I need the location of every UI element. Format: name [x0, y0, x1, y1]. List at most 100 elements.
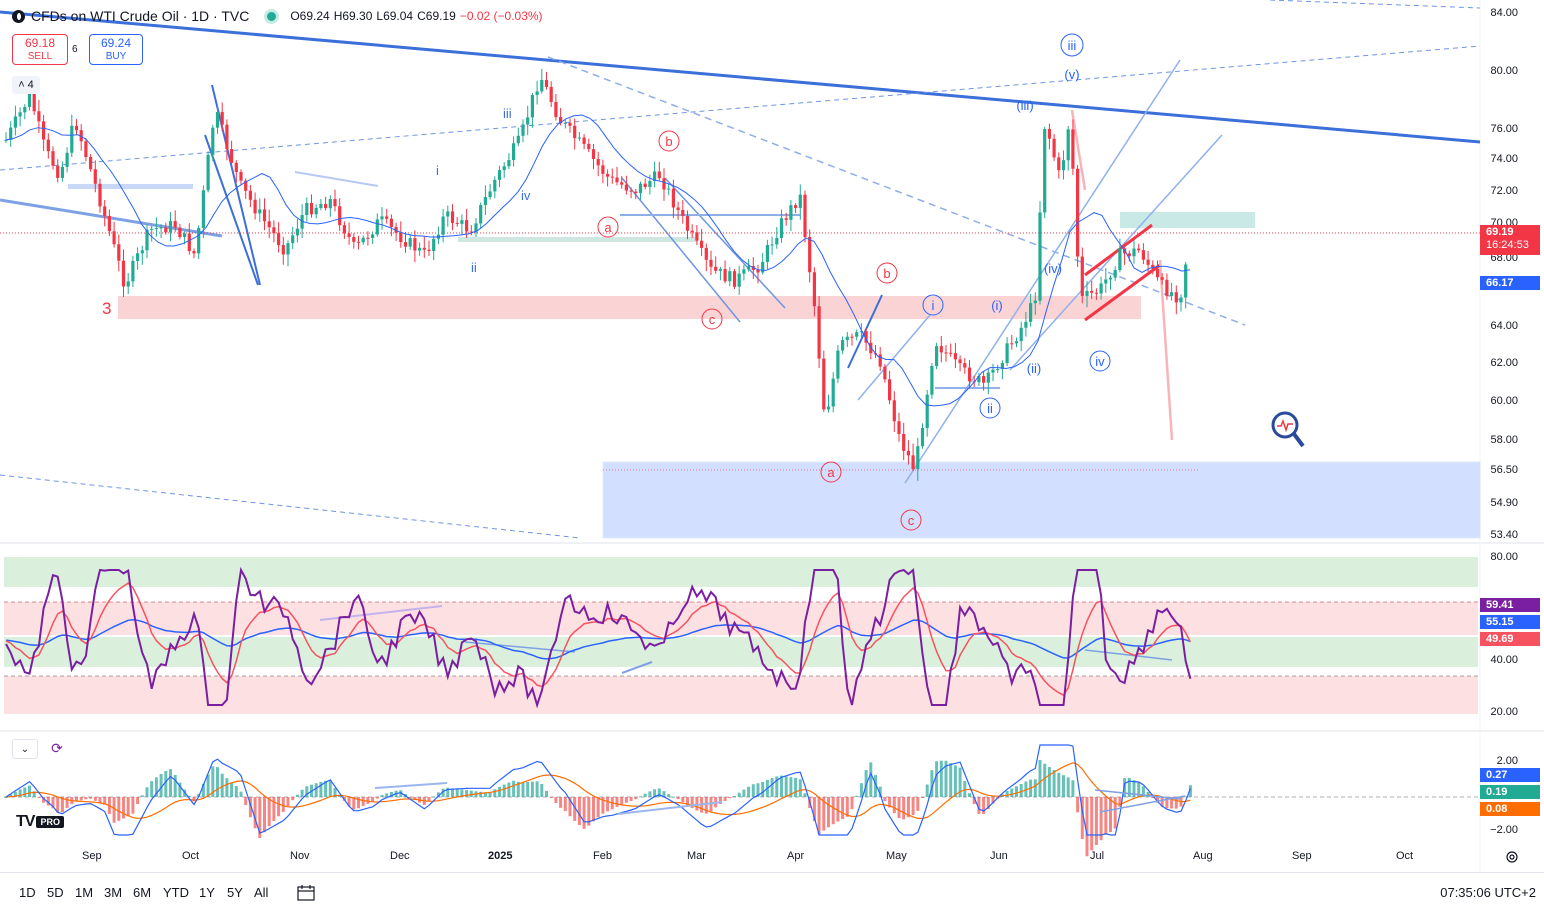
candle[interactable]	[1179, 297, 1183, 303]
candle[interactable]	[516, 135, 520, 144]
candle[interactable]	[606, 173, 610, 177]
channel-line[interactable]	[904, 59, 1181, 484]
candle[interactable]	[1029, 303, 1033, 322]
candle[interactable]	[803, 194, 807, 237]
candle[interactable]	[446, 211, 450, 217]
candle[interactable]	[714, 266, 718, 271]
candle[interactable]	[695, 232, 699, 241]
clock[interactable]: 07:35:06 UTC+2	[1440, 885, 1536, 900]
candle[interactable]	[864, 331, 868, 343]
candle[interactable]	[220, 112, 224, 125]
candle[interactable]	[366, 237, 370, 239]
candle[interactable]	[89, 157, 93, 170]
candle[interactable]	[385, 216, 389, 219]
trendline[interactable]	[211, 84, 261, 286]
channel-line[interactable]	[857, 314, 931, 401]
candle[interactable]	[281, 245, 285, 255]
timeframe-button[interactable]: YTD	[163, 885, 189, 900]
candle[interactable]	[704, 247, 708, 260]
candle[interactable]	[963, 363, 967, 368]
candle[interactable]	[1113, 270, 1117, 278]
candle[interactable]	[967, 367, 972, 382]
macd-line[interactable]	[5, 744, 1191, 836]
candle[interactable]	[610, 176, 614, 178]
candle[interactable]	[1038, 212, 1042, 301]
candle[interactable]	[1090, 290, 1094, 293]
candle[interactable]	[70, 125, 74, 153]
candle[interactable]	[399, 232, 403, 243]
candle[interactable]	[657, 171, 661, 179]
candle[interactable]	[1132, 248, 1136, 257]
candle[interactable]	[1000, 363, 1004, 370]
candle[interactable]	[267, 221, 271, 228]
dashed-trendline[interactable]	[0, 474, 581, 539]
candle[interactable]	[32, 92, 36, 112]
candle[interactable]	[13, 116, 17, 128]
candle[interactable]	[1052, 138, 1056, 158]
candle[interactable]	[916, 446, 920, 470]
candle[interactable]	[42, 121, 46, 140]
candle[interactable]	[1118, 248, 1122, 271]
candle[interactable]	[732, 271, 737, 287]
candle[interactable]	[982, 376, 986, 383]
candle[interactable]	[150, 228, 154, 230]
candle[interactable]	[201, 190, 205, 229]
candle[interactable]	[159, 227, 163, 229]
candle[interactable]	[1170, 292, 1174, 296]
candle[interactable]	[1141, 250, 1145, 260]
candle[interactable]	[79, 130, 83, 142]
candle[interactable]	[568, 122, 572, 126]
candle[interactable]	[681, 209, 685, 216]
candle[interactable]	[291, 235, 295, 244]
candle[interactable]	[723, 269, 727, 282]
candle[interactable]	[65, 152, 69, 167]
candle[interactable]	[709, 259, 713, 267]
candle[interactable]	[389, 218, 393, 227]
candle[interactable]	[211, 127, 215, 155]
candle[interactable]	[911, 455, 915, 470]
candle[interactable]	[497, 170, 502, 180]
candle[interactable]	[582, 137, 586, 144]
candle[interactable]	[258, 209, 262, 214]
refresh-icon[interactable]: ⟳	[45, 739, 69, 757]
candle[interactable]	[37, 111, 41, 122]
candle[interactable]	[164, 227, 168, 233]
calendar-icon[interactable]	[296, 883, 316, 901]
candle[interactable]	[573, 125, 577, 139]
candle[interactable]	[18, 112, 22, 117]
sell-button[interactable]: 69.18 SELL	[12, 34, 68, 65]
candle[interactable]	[906, 450, 910, 456]
candle[interactable]	[883, 366, 887, 380]
candle[interactable]	[1080, 256, 1084, 296]
candle[interactable]	[460, 220, 464, 224]
candle[interactable]	[718, 269, 722, 271]
candle[interactable]	[272, 227, 276, 234]
candle[interactable]	[1019, 327, 1023, 342]
candle[interactable]	[333, 199, 337, 207]
candlestick-series[interactable]	[4, 68, 1188, 481]
candle[interactable]	[855, 332, 859, 337]
candle[interactable]	[836, 350, 840, 379]
candle[interactable]	[1005, 343, 1009, 364]
candle[interactable]	[638, 183, 643, 194]
candle[interactable]	[356, 241, 361, 243]
candle[interactable]	[1151, 264, 1155, 269]
candle[interactable]	[51, 151, 55, 166]
timeframe-button[interactable]: 3M	[104, 885, 123, 900]
dashed-trendline[interactable]	[547, 56, 1246, 326]
timeframe-button[interactable]: 6M	[133, 885, 152, 900]
candle[interactable]	[9, 127, 13, 140]
timeframe-button[interactable]: 1Y	[199, 885, 215, 900]
candle[interactable]	[286, 243, 290, 255]
candle[interactable]	[1014, 341, 1019, 344]
timeframe-button[interactable]: 1D	[19, 885, 36, 900]
candle[interactable]	[662, 178, 666, 190]
main-trendline[interactable]	[0, 10, 1481, 144]
candle[interactable]	[1174, 292, 1178, 303]
candle[interactable]	[671, 188, 675, 208]
candle[interactable]	[342, 225, 346, 234]
candle[interactable]	[935, 346, 939, 367]
candle[interactable]	[295, 228, 299, 236]
candle[interactable]	[826, 406, 831, 410]
candle[interactable]	[178, 227, 182, 237]
